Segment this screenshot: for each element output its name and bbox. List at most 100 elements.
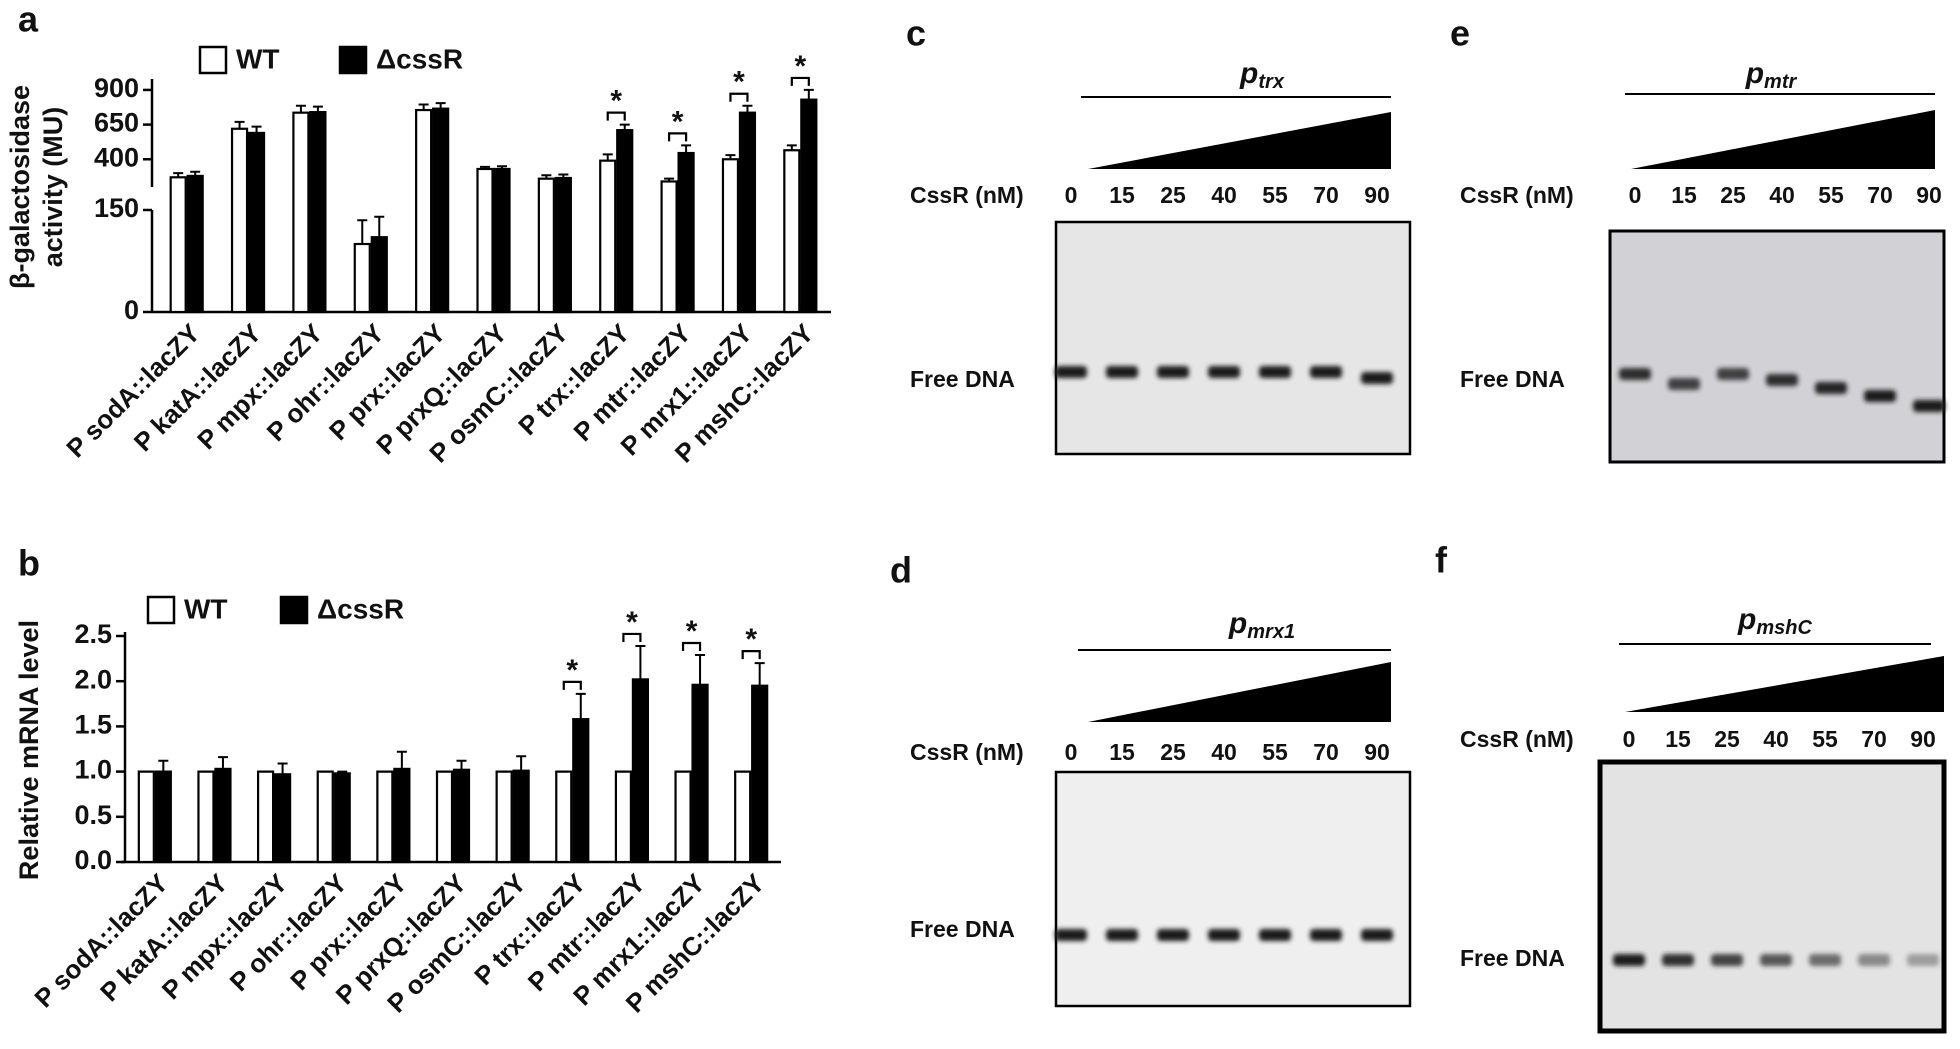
promoter-label: pmrx1 bbox=[1228, 607, 1295, 643]
bar bbox=[376, 770, 394, 864]
bar bbox=[370, 236, 388, 314]
significance-star: * bbox=[626, 606, 638, 639]
promoter-subscript: trx bbox=[1258, 71, 1284, 93]
error-bar bbox=[635, 644, 646, 680]
bar bbox=[169, 176, 187, 314]
concentration-value: 70 bbox=[1861, 726, 1887, 752]
error-bar bbox=[190, 170, 201, 176]
significance-star: * bbox=[745, 623, 757, 656]
y-tick-label: 2.0 bbox=[74, 664, 112, 694]
bar bbox=[660, 180, 678, 314]
bar bbox=[186, 174, 204, 314]
gel-band bbox=[1864, 390, 1896, 402]
y-tick-label: 1.0 bbox=[74, 755, 112, 785]
error-bar bbox=[396, 750, 407, 769]
concentration-value: 40 bbox=[1763, 726, 1789, 752]
bar bbox=[353, 242, 371, 314]
error-bar bbox=[374, 215, 385, 238]
gel-image bbox=[1608, 229, 1946, 464]
concentration-value: 25 bbox=[1720, 182, 1746, 208]
bar bbox=[572, 718, 590, 864]
gel-band bbox=[1619, 368, 1651, 380]
bar bbox=[783, 149, 801, 314]
gel-band bbox=[1259, 366, 1291, 378]
bar bbox=[677, 151, 695, 314]
concentration-value: 40 bbox=[1769, 182, 1795, 208]
gel-band bbox=[1361, 929, 1393, 941]
concentration-wedge bbox=[1631, 110, 1935, 169]
panel-label: a bbox=[18, 0, 39, 40]
band-label: Free DNA bbox=[1460, 945, 1565, 971]
error-bar bbox=[456, 759, 467, 770]
gel-image bbox=[1054, 220, 1412, 456]
concentration-wedge bbox=[1625, 656, 1944, 712]
bar bbox=[738, 111, 757, 314]
bar bbox=[537, 177, 555, 314]
bar bbox=[721, 158, 740, 314]
error-bar bbox=[558, 173, 569, 178]
gel-band bbox=[1815, 382, 1847, 394]
legend-label: WT bbox=[236, 43, 280, 74]
significance-star: * bbox=[610, 85, 622, 118]
gel-band bbox=[1208, 929, 1240, 941]
y-axis-label: activity (MU) bbox=[38, 107, 68, 268]
gel-band bbox=[1717, 368, 1749, 380]
concentration-value: 55 bbox=[1262, 182, 1288, 208]
bar bbox=[452, 768, 471, 864]
y-tick-label: 650 bbox=[94, 108, 139, 138]
y-tick-label: 0.0 bbox=[74, 845, 112, 875]
error-bar bbox=[480, 165, 490, 169]
gel-band bbox=[1858, 954, 1890, 966]
error-bar bbox=[695, 653, 706, 685]
promoter-name: p bbox=[1745, 57, 1764, 90]
bar bbox=[554, 176, 572, 314]
gel-band bbox=[1310, 366, 1342, 378]
gel-band bbox=[1361, 372, 1393, 384]
error-bar bbox=[619, 123, 630, 131]
concentration-value: 90 bbox=[1910, 726, 1936, 752]
error-bar bbox=[312, 105, 323, 113]
y-tick-label: 2.5 bbox=[74, 619, 112, 649]
concentration-label: CssR (nM) bbox=[1460, 182, 1574, 208]
bar bbox=[256, 770, 275, 864]
concentration-value: 40 bbox=[1211, 739, 1237, 765]
error-bar bbox=[173, 172, 184, 178]
promoter-label: pmtr bbox=[1745, 57, 1798, 93]
bar bbox=[631, 678, 650, 864]
significance-bracket bbox=[562, 680, 582, 690]
gel-image bbox=[1597, 759, 1947, 1034]
concentration-value: 55 bbox=[1812, 726, 1838, 752]
significance-star: * bbox=[733, 66, 745, 99]
y-tick-label: 150 bbox=[94, 193, 139, 223]
error-bar bbox=[251, 125, 262, 133]
y-tick-label: 900 bbox=[94, 73, 139, 103]
significance-bracket bbox=[606, 111, 626, 121]
bar bbox=[316, 770, 334, 864]
concentration-value: 0 bbox=[1065, 182, 1078, 208]
error-bar bbox=[541, 174, 552, 179]
panel-label: e bbox=[1450, 13, 1470, 54]
bar bbox=[614, 770, 633, 864]
significance-star: * bbox=[566, 654, 578, 687]
concentration-wedge bbox=[1088, 112, 1391, 169]
significance-star: * bbox=[794, 50, 806, 83]
concentration-value: 70 bbox=[1313, 739, 1339, 765]
legend-label: ΔcssR bbox=[317, 593, 404, 624]
error-bar bbox=[725, 154, 736, 160]
bar bbox=[734, 770, 752, 864]
bar bbox=[751, 684, 769, 864]
concentration-value: 25 bbox=[1160, 739, 1186, 765]
error-bar bbox=[158, 759, 169, 772]
bar bbox=[247, 131, 266, 314]
bar bbox=[154, 770, 172, 864]
gel-band bbox=[1310, 929, 1342, 941]
concentration-label: CssR (nM) bbox=[910, 739, 1024, 765]
concentration-value: 90 bbox=[1916, 182, 1942, 208]
significance-bracket bbox=[741, 650, 761, 660]
promoter-name: p bbox=[1228, 607, 1247, 640]
error-bar bbox=[435, 102, 446, 109]
error-bar bbox=[803, 88, 814, 100]
bar bbox=[495, 770, 513, 864]
bar bbox=[214, 767, 232, 864]
promoter-subscript: mshC bbox=[1756, 617, 1812, 639]
